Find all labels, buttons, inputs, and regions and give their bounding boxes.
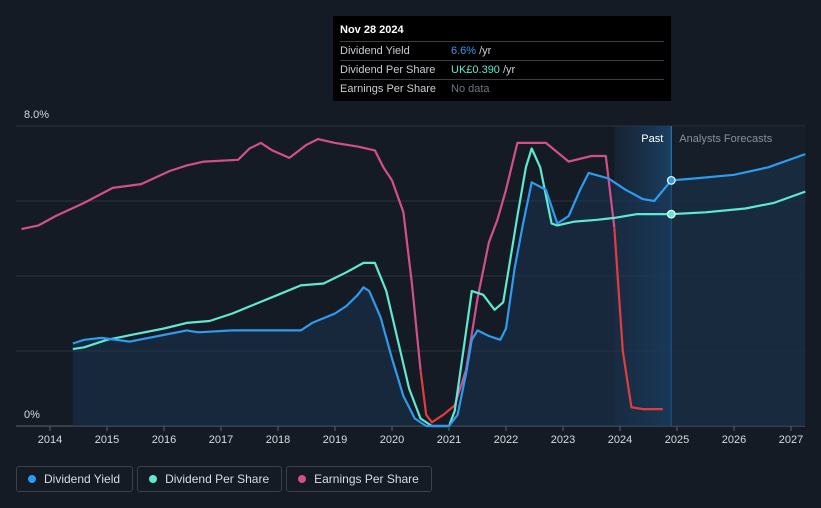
legend-label: Dividend Per Share (165, 472, 270, 486)
x-tick-label: 2023 (551, 434, 575, 446)
tooltip-unit: /yr (479, 45, 492, 57)
x-tick-label: 2025 (665, 434, 689, 446)
tooltip-row-dividend-per-share: Dividend Per Share UK£0.390 /yr (340, 60, 664, 79)
legend-dot-icon (298, 475, 307, 483)
earnings-per-share-line (453, 141, 616, 406)
x-tick-label: 2026 (722, 434, 746, 446)
dividend-per-share-line (72, 147, 806, 428)
legend-dividend-yield[interactable]: Dividend Yield (16, 466, 134, 492)
x-tick-label: 2014 (38, 434, 62, 446)
tooltip-value: 6.6% (451, 45, 477, 57)
tooltip-date: Nov 28 2024 (340, 24, 404, 36)
forecast-label: Analysts Forecasts (679, 133, 772, 145)
tooltip-unit: /yr (502, 64, 516, 76)
tooltip-label: Dividend Yield (340, 45, 410, 57)
legend-dividend-per-share[interactable]: Dividend Per Share (137, 466, 283, 492)
x-tick-label: 2024 (608, 434, 632, 446)
legend-label: Earnings Per Share (314, 472, 419, 486)
x-tick-label: 2019 (323, 434, 347, 446)
legend-dot-icon (28, 475, 36, 483)
tooltip-value: No data (451, 83, 490, 95)
chart-tooltip: Nov 28 2024 Dividend Yield 6.6% /yr Divi… (333, 16, 671, 101)
series-marker (666, 175, 676, 185)
earnings-per-share-low-segment (613, 227, 663, 411)
tooltip-value: UK£0.390 (451, 64, 500, 76)
x-tick-label: 2027 (779, 434, 803, 446)
legend-earnings-per-share[interactable]: Earnings Per Share (286, 466, 432, 492)
legend-label: Dividend Yield (44, 472, 121, 486)
earnings-per-share-low-segment (419, 369, 456, 424)
x-tick-label: 2018 (266, 434, 290, 446)
past-label: Past (641, 133, 663, 145)
y-label-max: 8.0% (24, 109, 49, 121)
x-tick-label: 2017 (209, 434, 233, 446)
dividend-yield-line (72, 153, 806, 428)
tooltip-row-dividend-yield: Dividend Yield 6.6% /yr (340, 41, 664, 60)
dividend-yield-area (72, 154, 806, 426)
series-marker (666, 209, 676, 219)
earnings-per-share-line (21, 138, 422, 370)
tooltip-row-earnings-per-share: Earnings Per Share No data (340, 79, 664, 98)
x-tick-label: 2015 (95, 434, 119, 446)
tooltip-label: Earnings Per Share (340, 83, 436, 95)
x-tick-label: 2020 (380, 434, 404, 446)
x-tick-label: 2022 (494, 434, 518, 446)
x-tick-label: 2021 (437, 434, 461, 446)
x-tick-label: 2016 (152, 434, 176, 446)
chart-legend: Dividend Yield Dividend Per Share Earnin… (16, 466, 432, 492)
tooltip-label: Dividend Per Share (340, 64, 436, 76)
legend-dot-icon (149, 475, 158, 483)
y-label-min: 0% (24, 409, 40, 421)
